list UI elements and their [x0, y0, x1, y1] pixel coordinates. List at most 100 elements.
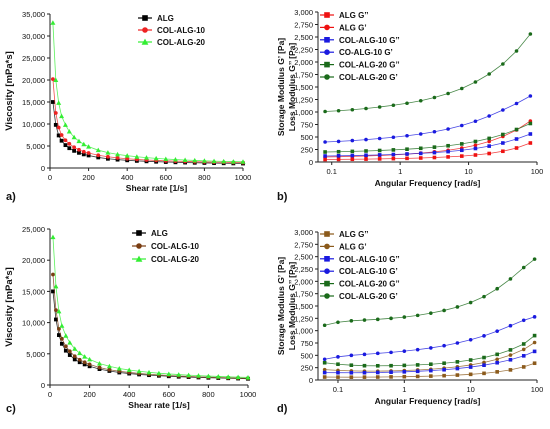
legend-marker	[142, 15, 148, 21]
data-point	[323, 157, 327, 162]
y-tick-label: 1,250	[294, 314, 313, 323]
data-point	[455, 360, 460, 364]
x-tick-label: 1	[402, 385, 406, 394]
data-point	[97, 365, 102, 370]
data-point	[487, 136, 491, 141]
data-point	[495, 329, 499, 333]
data-point	[473, 143, 478, 148]
data-point	[350, 138, 355, 143]
data-point	[362, 363, 367, 368]
y-tick-label: 1,250	[294, 96, 313, 105]
data-point	[442, 361, 446, 366]
data-point	[364, 149, 368, 153]
data-point	[362, 318, 367, 322]
data-point	[508, 323, 513, 328]
y-tick-label: 2,250	[294, 265, 313, 274]
data-point	[322, 360, 327, 365]
data-point	[446, 149, 450, 154]
y-tick-label: 15,000	[22, 98, 45, 107]
data-point	[429, 311, 433, 315]
y-tick-label: 10,000	[22, 319, 45, 328]
chart-panel-3: 0 5,000 10,000 15,000 20,000 25,000 0 200 400 600…	[4, 225, 256, 415]
data-point	[215, 373, 221, 379]
legend-label: ALG G’	[339, 242, 367, 251]
data-point	[402, 349, 407, 353]
data-point	[53, 77, 59, 82]
data-point	[432, 155, 437, 160]
data-point	[501, 141, 505, 145]
y-tick-label: 1,750	[294, 71, 313, 80]
data-point	[418, 146, 423, 151]
data-point	[67, 146, 72, 151]
legend-label: ALG G’’	[339, 11, 368, 20]
data-point	[57, 333, 61, 337]
series-line	[52, 79, 244, 163]
data-point	[81, 152, 86, 157]
data-point	[468, 300, 473, 305]
data-point	[56, 308, 62, 314]
data-point	[532, 361, 537, 366]
data-point	[59, 133, 64, 137]
panel-label: d)	[277, 403, 288, 415]
data-point	[402, 315, 407, 319]
data-point	[125, 156, 130, 161]
legend-label: ALG	[157, 14, 174, 23]
data-point	[76, 138, 82, 144]
data-point	[364, 157, 368, 161]
data-point	[77, 360, 82, 365]
data-point	[508, 277, 513, 281]
legend-marker	[324, 61, 330, 68]
data-point	[53, 283, 59, 289]
x-tick-label: 1000	[235, 173, 252, 182]
data-point	[87, 362, 92, 367]
data-point	[473, 119, 478, 124]
data-point	[432, 145, 437, 149]
data-point	[322, 323, 327, 328]
legend-label: ALG	[151, 229, 168, 238]
data-point	[87, 356, 93, 362]
data-point	[402, 370, 407, 374]
data-point	[495, 360, 499, 365]
data-point	[482, 360, 486, 365]
legend-marker	[324, 49, 330, 55]
data-point	[144, 155, 149, 160]
y-tick-label: 2,750	[294, 21, 313, 30]
data-point	[482, 294, 486, 299]
data-point	[362, 375, 367, 379]
x-tick-label: 600	[160, 173, 173, 182]
data-point	[196, 373, 201, 378]
legend-label: COL-ALG-20 G’	[339, 292, 398, 301]
data-point	[350, 107, 355, 112]
x-axis-label: Shear rate [1/s]	[128, 400, 190, 410]
data-point	[429, 362, 433, 367]
data-point	[446, 155, 450, 159]
data-point	[322, 357, 327, 362]
y-tick-label: 2,250	[294, 46, 313, 55]
x-tick-label: 200	[82, 173, 95, 182]
data-point	[415, 313, 420, 318]
x-tick-label: 0.1	[327, 167, 337, 176]
legend-label: COL-ALG-20	[157, 38, 206, 47]
data-point	[521, 265, 526, 270]
data-point	[468, 372, 473, 377]
data-point	[105, 150, 111, 155]
data-point	[521, 354, 526, 358]
data-point	[336, 355, 340, 359]
y-tick-label: 5,000	[26, 142, 45, 151]
data-point	[97, 360, 102, 366]
data-point	[508, 348, 513, 352]
data-point	[172, 157, 178, 162]
data-point	[156, 370, 162, 376]
data-point	[482, 363, 486, 367]
data-point	[514, 101, 519, 106]
data-point	[336, 149, 341, 154]
data-point	[508, 353, 513, 357]
data-point	[96, 155, 101, 160]
x-tick-label: 0.1	[333, 385, 343, 394]
series-line	[325, 123, 531, 153]
data-point	[389, 375, 393, 379]
data-point	[82, 362, 87, 367]
data-point	[77, 357, 82, 362]
data-point	[459, 148, 464, 153]
